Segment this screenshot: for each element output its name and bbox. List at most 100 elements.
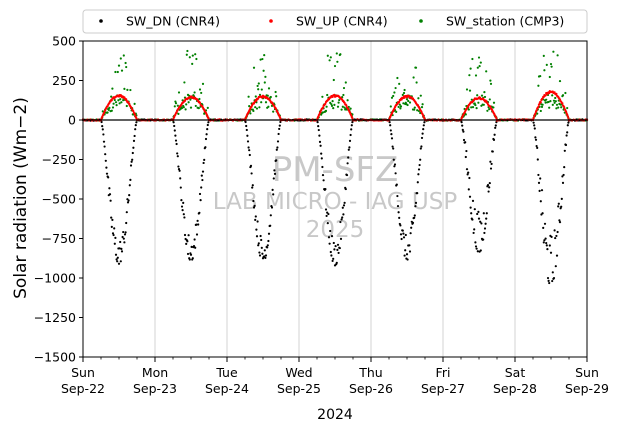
point-sw-dn — [131, 151, 134, 155]
point-sw-dn — [348, 139, 352, 143]
point-sw-dn — [567, 121, 570, 124]
point-sw-up — [532, 116, 535, 120]
point-sw-up — [275, 108, 278, 111]
point-sw-dn — [111, 218, 114, 221]
point-sw-station — [552, 99, 556, 102]
point-sw-station — [483, 90, 486, 94]
point-sw-dn — [491, 150, 494, 153]
point-sw-dn — [566, 124, 569, 127]
point-sw-dn — [264, 254, 268, 257]
point-sw-station — [555, 103, 559, 106]
point-sw-dn — [183, 233, 187, 237]
legend-marker — [99, 19, 103, 23]
point-sw-dn — [255, 228, 258, 231]
point-sw-station — [191, 54, 194, 57]
point-sw-dn — [107, 176, 110, 179]
point-sw-dn — [275, 148, 278, 151]
point-sw-dn — [410, 226, 413, 229]
point-sw-station — [397, 105, 400, 109]
point-sw-station — [492, 101, 496, 104]
point-sw-station — [564, 91, 567, 95]
point-sw-dn — [249, 164, 253, 167]
point-sw-station — [548, 75, 551, 79]
point-sw-station — [536, 112, 539, 115]
point-sw-station — [126, 88, 129, 91]
point-sw-station — [119, 98, 122, 101]
point-sw-station — [335, 52, 338, 55]
point-sw-station — [395, 110, 398, 113]
point-sw-station — [260, 88, 263, 91]
point-sw-dn — [320, 152, 323, 155]
point-sw-dn — [420, 145, 423, 148]
point-sw-dn — [131, 158, 134, 161]
point-sw-station — [419, 94, 422, 97]
point-sw-station — [185, 103, 188, 106]
point-sw-dn — [188, 258, 191, 261]
point-sw-dn — [204, 146, 207, 149]
point-sw-dn — [401, 229, 404, 232]
point-sw-up — [318, 113, 321, 116]
point-sw-dn — [276, 146, 279, 149]
point-sw-station — [185, 53, 188, 56]
point-sw-station — [194, 104, 197, 108]
point-sw-dn — [487, 190, 490, 193]
point-sw-dn — [244, 120, 247, 124]
point-sw-station — [333, 64, 337, 68]
point-sw-dn — [326, 222, 329, 225]
point-sw-dn — [185, 242, 188, 245]
point-sw-station — [402, 102, 405, 105]
point-sw-up — [319, 110, 322, 113]
point-sw-dn — [108, 187, 111, 190]
point-sw-dn — [348, 146, 351, 149]
point-sw-dn — [411, 221, 415, 224]
point-sw-dn — [553, 229, 556, 232]
point-sw-station — [118, 102, 121, 105]
point-sw-station — [398, 103, 401, 106]
point-sw-dn — [409, 232, 412, 235]
point-sw-station — [477, 56, 481, 59]
point-sw-dn — [395, 183, 398, 186]
point-sw-station — [545, 98, 548, 101]
point-sw-station — [110, 95, 113, 98]
point-sw-dn — [111, 232, 115, 235]
point-sw-station — [101, 110, 104, 113]
point-sw-station — [258, 106, 261, 109]
point-sw-station — [181, 99, 184, 102]
point-sw-dn — [102, 133, 105, 136]
y-axis-label: Solar radiation (Wm−2) — [11, 97, 31, 299]
point-sw-dn — [174, 139, 178, 142]
point-sw-dn — [255, 235, 259, 238]
point-sw-station — [342, 86, 346, 90]
point-sw-dn — [344, 187, 347, 191]
point-sw-dn — [105, 172, 109, 175]
point-sw-dn — [278, 124, 281, 127]
point-sw-dn — [110, 216, 113, 219]
point-sw-station — [120, 69, 124, 72]
point-sw-dn — [339, 237, 343, 240]
point-sw-dn — [470, 212, 473, 215]
point-sw-dn — [483, 227, 487, 230]
point-sw-dn — [551, 279, 554, 283]
point-sw-station — [412, 76, 415, 79]
point-sw-station — [477, 101, 480, 104]
legend-marker — [269, 19, 273, 23]
point-sw-dn — [389, 129, 392, 132]
point-sw-dn — [471, 218, 474, 221]
point-sw-dn — [489, 160, 492, 163]
point-sw-dn — [316, 121, 319, 124]
point-sw-dn — [473, 228, 476, 231]
point-sw-dn — [490, 162, 493, 166]
y-tick-label: −1000 — [34, 271, 76, 286]
point-sw-station — [549, 62, 553, 66]
point-sw-dn — [120, 250, 124, 253]
point-sw-dn — [414, 201, 418, 205]
point-sw-station — [254, 106, 257, 109]
point-sw-dn — [533, 124, 536, 127]
point-sw-dn — [114, 253, 118, 256]
point-sw-dn — [321, 165, 324, 169]
point-sw-dn — [113, 227, 116, 230]
point-sw-up — [563, 106, 566, 109]
point-sw-dn — [347, 156, 350, 159]
point-sw-station — [468, 89, 472, 92]
point-sw-dn — [254, 218, 257, 222]
